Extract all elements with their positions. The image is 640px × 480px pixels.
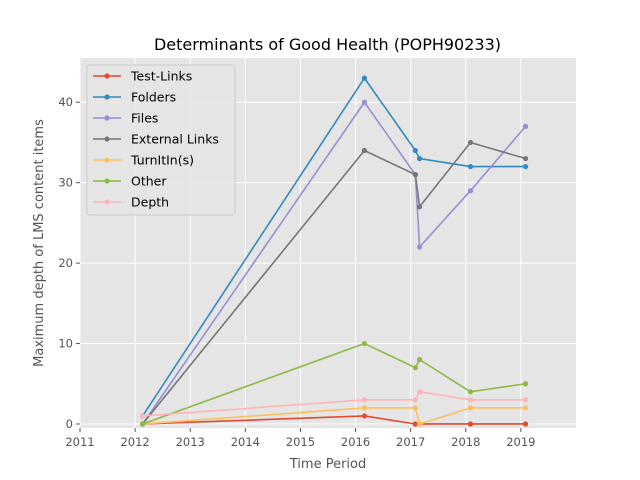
data-point bbox=[361, 147, 368, 154]
data-point bbox=[140, 421, 146, 427]
chart-title: Determinants of Good Health (POPH90233) bbox=[154, 35, 501, 54]
legend: Test-Links Folders Files External Links Turn… bbox=[86, 64, 236, 216]
x-tick-label: 2014 bbox=[231, 435, 260, 449]
legend-marker bbox=[104, 73, 110, 79]
legend-marker bbox=[104, 136, 110, 142]
series-line bbox=[141, 77, 526, 417]
data-point bbox=[361, 405, 368, 411]
data-point bbox=[416, 389, 423, 395]
x-tick-label: 2012 bbox=[120, 435, 149, 449]
series-line bbox=[142, 342, 526, 425]
data-point bbox=[416, 244, 423, 250]
legend-item: External Links bbox=[93, 132, 219, 147]
legend-item: Other bbox=[93, 174, 167, 189]
data-point bbox=[416, 421, 423, 427]
data-point bbox=[522, 405, 529, 411]
data-point bbox=[467, 405, 474, 411]
legend-label: Test-Links bbox=[130, 69, 192, 84]
x-tick-label: 2019 bbox=[506, 435, 535, 449]
x-axis-ticks: 2011 2012 2013 2014 2015 2016 2017 2018 2019 bbox=[65, 428, 536, 449]
data-point bbox=[522, 163, 529, 170]
data-point bbox=[522, 397, 529, 403]
y-tick-label: 20 bbox=[58, 256, 73, 270]
data-point bbox=[467, 139, 474, 146]
legend-item: Depth bbox=[93, 195, 169, 210]
series-depth bbox=[140, 389, 529, 419]
legend-marker bbox=[104, 157, 110, 163]
data-point bbox=[522, 123, 529, 129]
series-other bbox=[140, 340, 529, 427]
data-point bbox=[467, 188, 474, 194]
data-point bbox=[412, 405, 418, 411]
data-point bbox=[522, 155, 529, 162]
data-point bbox=[412, 147, 418, 154]
data-point bbox=[412, 172, 418, 178]
data-point bbox=[467, 163, 474, 170]
series-line bbox=[142, 141, 526, 425]
legend-marker bbox=[104, 115, 110, 121]
data-point bbox=[361, 99, 368, 105]
x-tick-label: 2011 bbox=[65, 435, 94, 449]
legend-item: TurnItIn(s) bbox=[93, 153, 194, 168]
legend-label: Folders bbox=[131, 90, 176, 105]
data-point bbox=[361, 413, 368, 419]
legend-item: Folders bbox=[93, 90, 176, 105]
data-point bbox=[467, 397, 474, 403]
data-point bbox=[361, 340, 368, 347]
y-tick-label: 30 bbox=[58, 176, 73, 190]
series-folders bbox=[140, 75, 529, 419]
legend-marker bbox=[104, 199, 110, 205]
series-external-links bbox=[140, 139, 529, 427]
x-tick-label: 2013 bbox=[176, 435, 205, 449]
legend-item: Test-Links bbox=[93, 69, 192, 84]
series-group bbox=[140, 75, 529, 427]
y-tick-label: 0 bbox=[66, 417, 73, 431]
data-point bbox=[522, 421, 529, 427]
data-point bbox=[412, 365, 418, 371]
data-point bbox=[467, 389, 474, 395]
series-line bbox=[141, 101, 527, 425]
legend-marker bbox=[104, 94, 110, 100]
legend-marker bbox=[104, 178, 110, 184]
y-tick-label: 10 bbox=[58, 337, 73, 351]
data-point bbox=[416, 155, 423, 162]
data-point bbox=[416, 357, 423, 363]
x-tick-label: 2015 bbox=[286, 435, 315, 449]
legend-label: Other bbox=[131, 174, 167, 189]
y-axis-label: Maximum depth of LMS content items bbox=[32, 119, 47, 367]
data-point bbox=[522, 381, 529, 387]
legend-label: Files bbox=[131, 111, 158, 126]
data-point bbox=[412, 397, 418, 403]
data-point bbox=[140, 413, 146, 419]
legend-item: Files bbox=[93, 111, 158, 126]
legend-label: Depth bbox=[131, 195, 169, 210]
x-tick-label: 2017 bbox=[396, 435, 425, 449]
data-point bbox=[361, 75, 368, 81]
data-point bbox=[412, 421, 418, 427]
x-tick-label: 2018 bbox=[451, 435, 480, 449]
legend-label: External Links bbox=[131, 132, 219, 147]
data-point bbox=[361, 397, 368, 403]
legend-box bbox=[86, 64, 236, 216]
data-point bbox=[416, 204, 423, 210]
data-point bbox=[467, 421, 474, 427]
y-tick-label: 40 bbox=[58, 95, 73, 109]
x-axis-label: Time Period bbox=[289, 457, 366, 472]
x-tick-label: 2016 bbox=[341, 435, 370, 449]
legend-label: TurnItIn(s) bbox=[130, 153, 194, 168]
series-line bbox=[142, 390, 526, 417]
y-axis-ticks: 0 10 20 30 40 bbox=[58, 95, 80, 431]
series-line bbox=[142, 407, 526, 425]
series-files bbox=[140, 99, 529, 427]
